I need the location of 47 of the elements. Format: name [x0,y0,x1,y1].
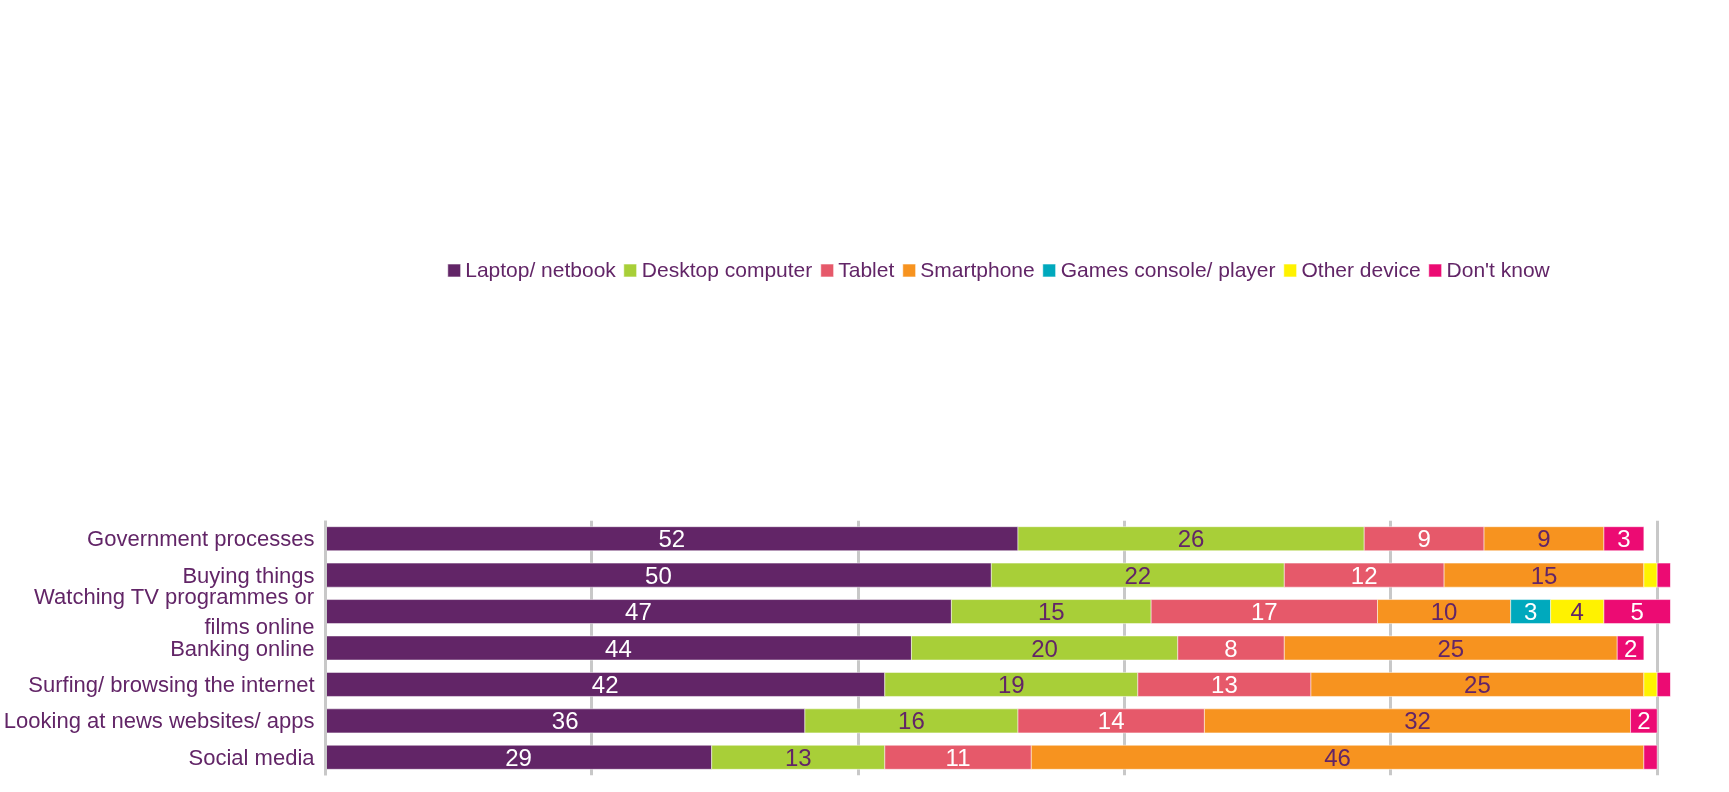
y-tick-label: Government processes [87,526,315,552]
data-label: 17 [1250,598,1278,626]
data-label: 26 [1177,525,1205,553]
data-label: 32 [1404,707,1431,735]
data-label: 22 [1124,561,1152,589]
data-label: 50 [645,561,672,589]
data-label: 8 [1224,634,1238,662]
y-tick-label: Social media [188,744,316,770]
y-tick-label: Surfing/ browsing the internet [28,671,315,697]
legend-label: Desktop computer [641,258,813,282]
data-label: 25 [1464,670,1491,698]
legend-label: Don't know [1446,258,1550,282]
legend-label: Other device [1301,258,1421,282]
y-tick-label: Banking online [170,635,315,661]
data-label: 9 [1417,525,1431,553]
data-label: 15 [1530,561,1558,589]
data-label: 52 [658,525,686,553]
legend-label: Smartphone [920,258,1035,282]
data-label: 11 [945,743,971,771]
data-label: 2 [1637,707,1651,735]
data-label: 4 [1570,598,1584,626]
data-label: 3 [1617,525,1631,553]
data-label: 46 [1324,743,1351,771]
data-label: 10 [1430,598,1458,626]
data-label: 19 [997,670,1025,698]
data-label: 14 [1097,707,1125,735]
legend-label: Games console/ player [1060,258,1276,282]
y-tick-label: Looking at news websites/ apps [3,708,315,734]
legend-label: Tablet [838,258,895,282]
data-label: 16 [898,707,925,735]
data-label: 29 [505,743,532,771]
data-label: 15 [1037,598,1065,626]
y-tick-label: Buying things [182,562,315,588]
data-label: 47 [625,598,652,626]
data-label: 5 [1630,598,1644,626]
legend-label: Laptop/ netbook [465,258,616,282]
data-label: 25 [1437,634,1465,662]
data-label: 9 [1537,525,1551,553]
data-label: 12 [1350,561,1378,589]
data-label: 44 [605,634,632,662]
data-label: 3 [1524,598,1538,626]
data-label: 13 [784,743,812,771]
data-label: 42 [591,670,619,698]
data-label: 13 [1211,670,1238,698]
data-label: 36 [551,707,579,735]
data-label: 20 [1031,634,1058,662]
data-label: 2 [1623,634,1638,662]
